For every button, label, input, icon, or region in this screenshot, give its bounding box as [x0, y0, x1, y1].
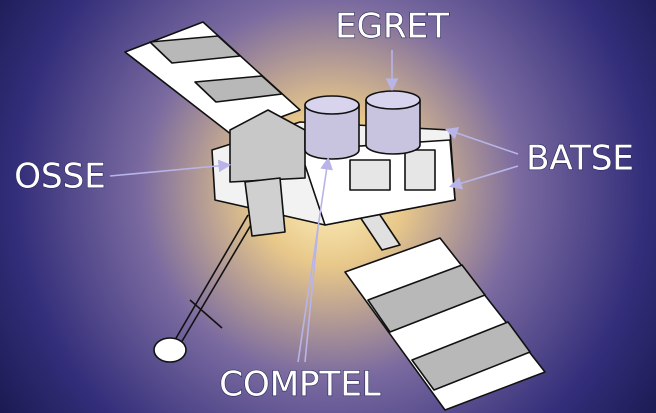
antenna-cross	[189, 299, 223, 329]
panel-band	[149, 35, 241, 64]
pointers	[109, 50, 519, 363]
osse-module	[229, 109, 306, 183]
antenna-boom	[177, 217, 256, 349]
module	[244, 177, 286, 237]
label: COMPTEL	[219, 365, 381, 405]
panel-band	[367, 264, 486, 333]
label: BATSE	[526, 139, 634, 179]
panel-band	[194, 75, 283, 103]
panel	[349, 159, 391, 191]
cylinder-top	[304, 95, 360, 115]
antenna-boom	[171, 214, 249, 346]
pointer	[109, 159, 232, 177]
cylinder-top	[365, 90, 421, 110]
antenna-dish	[153, 337, 187, 363]
cylinder	[365, 100, 421, 155]
satellite	[124, 21, 546, 411]
panel	[404, 149, 436, 191]
solar-panel	[344, 237, 546, 411]
pointer	[304, 227, 319, 363]
pointer	[444, 127, 519, 155]
pointer	[448, 165, 519, 190]
label: EGRET	[335, 7, 449, 47]
label: OSSE	[14, 157, 105, 197]
panel-band	[411, 321, 531, 391]
pointer	[297, 156, 333, 363]
